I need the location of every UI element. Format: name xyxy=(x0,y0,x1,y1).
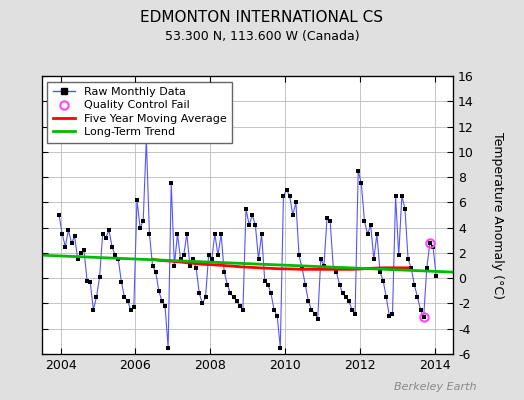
Text: EDMONTON INTERNATIONAL CS: EDMONTON INTERNATIONAL CS xyxy=(140,10,384,25)
Text: 53.300 N, 113.600 W (Canada): 53.300 N, 113.600 W (Canada) xyxy=(165,30,359,43)
Y-axis label: Temperature Anomaly (°C): Temperature Anomaly (°C) xyxy=(490,132,504,298)
Legend: Raw Monthly Data, Quality Control Fail, Five Year Moving Average, Long-Term Tren: Raw Monthly Data, Quality Control Fail, … xyxy=(48,82,233,143)
Text: Berkeley Earth: Berkeley Earth xyxy=(395,382,477,392)
